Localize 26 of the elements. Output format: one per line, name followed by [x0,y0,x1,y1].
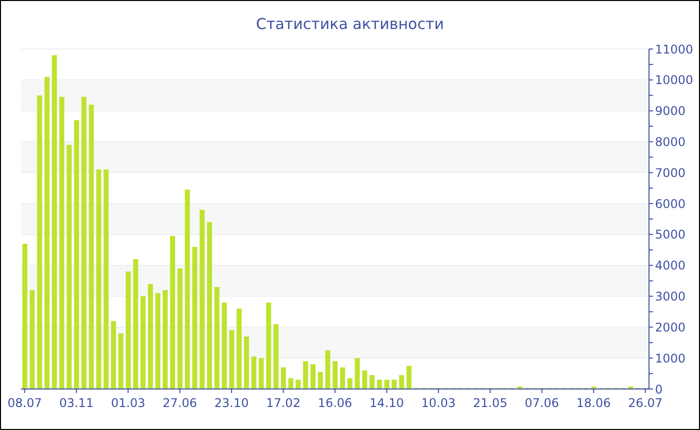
y-tick-label: 7000 [655,166,686,180]
x-tick-label: 27.06 [162,396,198,410]
x-tick-label: 03.11 [59,396,94,410]
y-tick-label: 8000 [655,134,686,149]
x-tick-label: 26.07 [628,396,662,410]
x-tick-label: 14.10 [370,396,404,410]
y-tick-label: 3000 [655,290,686,304]
x-tick-label: 18.06 [576,396,611,410]
y-tick-label: 6000 [655,196,686,211]
x-tick-label: 10.03 [421,396,456,410]
x-tick-label: 01.03 [110,396,146,410]
y-tick-label: 10000 [655,73,694,88]
x-tick-label: 16.06 [318,396,352,410]
y-tick-label: 4000 [655,258,686,273]
x-tick-label: 23.10 [214,396,249,410]
y-tick-label: 9000 [655,104,686,118]
x-tick-label: 08.07 [8,396,42,410]
y-tick-label: 5000 [655,228,686,242]
y-tick-label: 11000 [655,42,694,56]
chart-title: Статистика активности [255,15,445,33]
y-tick-label: 2000 [655,320,686,334]
y-tick-label: 0 [655,382,663,396]
x-tick-label: 17.02 [266,396,300,410]
x-tick-label: 07.06 [524,396,560,410]
x-tick-label: 21.05 [472,396,508,410]
y-tick-label: 1000 [655,351,686,366]
